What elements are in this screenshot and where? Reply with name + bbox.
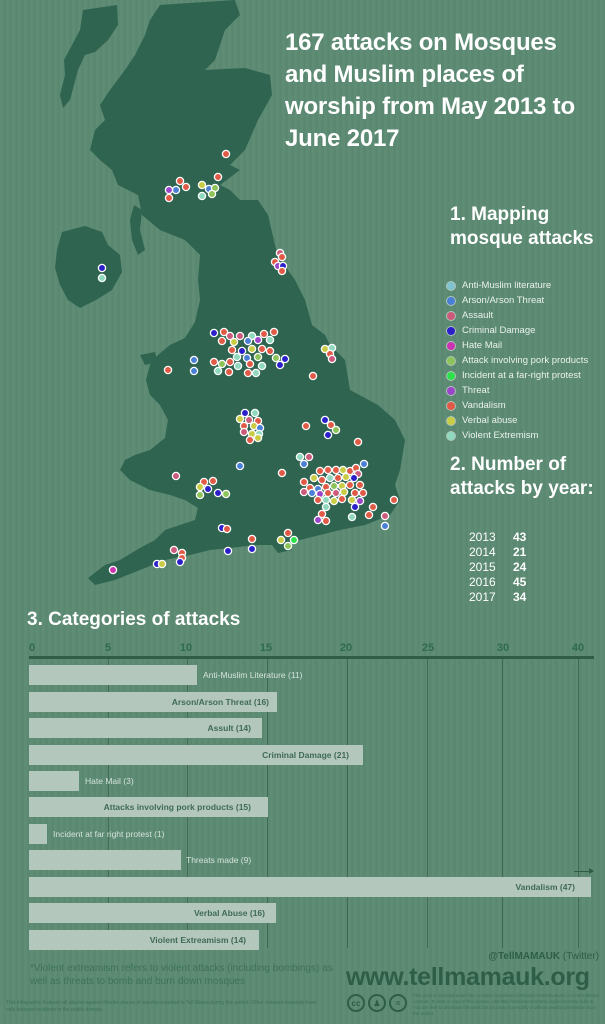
bar-far-right-protest [29,824,47,844]
year-row: 2013 43 [469,530,527,544]
attacks-by-year-table: 2013 43 2014 21 2015 24 2016 45 2017 34 [469,530,526,605]
legend-dot-icon [447,311,455,320]
gridline [427,658,428,948]
map-legend: Anti-Muslim literature Arson/Arson Threa… [447,278,605,443]
cc-icon: cc [347,994,365,1012]
bar-label: Threats made (9) [186,855,252,865]
scale-break-arrow-icon [574,868,594,874]
year-row: 2014 21 [469,545,527,559]
no-derivatives-icon: = [389,994,407,1012]
x-tick-label: 20 [339,642,353,654]
attribution-icon: ♟ [368,994,386,1012]
creative-commons-badges: cc ♟ = [347,994,407,1012]
bar-label: Attacks involving pork products (15) [103,802,251,812]
legend-item-pork-products: Attack involving pork products [447,353,605,368]
legend-item-criminal-damage: Criminal Damage [447,323,605,338]
gridline [347,658,348,948]
legend-item-anti-muslim-literature: Anti-Muslim literature [447,278,605,293]
uk-map [55,0,405,585]
x-tick-label: 5 [104,642,112,654]
gridline [578,658,579,948]
bar-threats [29,850,181,870]
legend-dot-icon [447,281,455,290]
year-row: 2016 45 [469,575,527,589]
legend-item-threat: Threat [447,383,605,398]
section-categories-heading: 3. Categories of attacks [27,609,241,630]
legend-dot-icon [447,326,455,335]
section-years-heading: 2. Number of attacks by year: [450,454,594,499]
bar-label: Arson/Arson Threat (16) [171,697,269,707]
bar-label: Vandalism (47) [515,882,575,892]
legend-item-verbal-abuse: Verbal abuse [447,413,605,428]
bar-vandalism [29,877,591,897]
bar-pork-products [29,797,268,817]
bar-hate-mail [29,771,79,791]
legend-item-assault: Assault [447,308,605,323]
bar-verbal-abuse [29,903,276,923]
x-tick-label: 40 [571,642,585,654]
website-link[interactable]: www.tellmamauk.org [346,963,590,991]
legend-dot-icon [447,386,455,395]
bar-label: Criminal Damage (21) [262,750,349,760]
legend-item-vandalism: Vandalism [447,398,605,413]
x-tick-label: 30 [496,642,510,654]
legend-dot-icon [447,371,455,380]
bar-anti-muslim-literature [29,665,197,685]
x-tick-label: 25 [421,642,435,654]
legend-dot-icon [447,341,455,350]
legend-item-far-right-protest: Incident at a far-right protest [447,368,605,383]
x-tick-label: 10 [179,642,193,654]
bar-criminal-damage [29,745,363,765]
x-tick-label: 0 [28,642,36,654]
legend-item-violent-extremism: Violent Extremism [447,428,605,443]
license-text: This work is licensed under the Creative… [413,993,599,1016]
bar-violent-extremism [29,930,259,950]
bar-label: Violent Extreamism (14) [149,935,246,945]
gridline [502,658,503,948]
bar-label: Assult (14) [207,723,251,733]
year-row: 2017 34 [469,590,527,604]
legend-dot-icon [447,416,455,425]
bar-assault [29,718,262,738]
x-tick-label: 15 [259,642,273,654]
bar-label: Incident at far right protest (1) [53,829,165,839]
legend-item-arson: Arson/Arson Threat [447,293,605,308]
bar-label: Verbal Abuse (16) [193,908,265,918]
legend-item-hate-mail: Hate Mail [447,338,605,353]
year-row: 2015 24 [469,560,527,574]
footnote: *Violent extreamism refers to violent at… [30,963,333,987]
x-axis [29,656,594,659]
legend-dot-icon [447,401,455,410]
map-markers [97,149,399,575]
twitter-handle[interactable]: @TellMAMAUK (Twitter) [488,951,599,962]
legend-dot-icon [447,296,455,305]
page-title: 167 attacks on Mosques and Muslim places… [285,29,575,152]
bar-label: Hate Mail (3) [85,776,134,786]
fineprint: This infographic features all attacks ag… [6,1000,317,1013]
bar-arson [29,692,277,712]
bar-label: Anti-Muslim Literature (11) [203,670,303,680]
legend-dot-icon [447,356,455,365]
legend-dot-icon [447,431,455,440]
section-mapping-heading: 1. Mapping mosque attacks [450,204,594,249]
